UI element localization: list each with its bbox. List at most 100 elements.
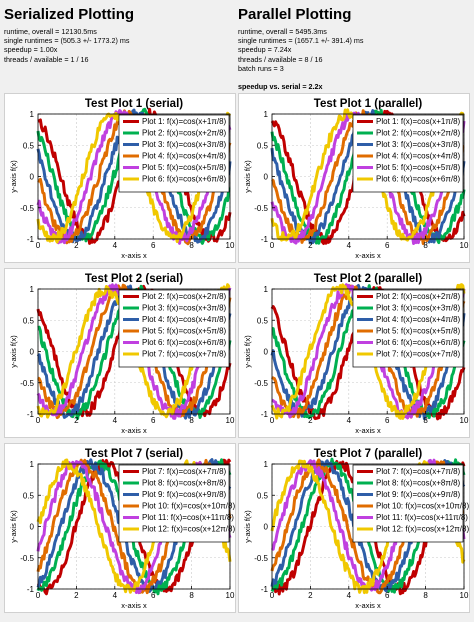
y-tick-label: -0.5 [20, 379, 34, 388]
legend-label: Plot 12: f(x)=cos(x+12π/8) [142, 525, 235, 534]
chart-test-plot-1-parallel: Test Plot 1 (parallel) 0 2 4 6 8 10 -1 -0.5 0 0.5 1… [243, 98, 469, 260]
x-tick-label: 8 [189, 241, 194, 250]
chart-title: Test Plot 7 (parallel) [314, 448, 423, 460]
y-tick-label: 0.5 [23, 316, 35, 325]
x-tick-label: 2 [74, 591, 79, 600]
legend-label: Plot 9: f(x)=cos(x+9π/8) [142, 490, 227, 499]
x-tick-label: 0 [36, 591, 41, 600]
x-tick-label: 6 [151, 241, 156, 250]
x-tick-label: 2 [74, 241, 79, 250]
legend-label: Plot 4: f(x)=cos(x+4π/8) [376, 152, 461, 161]
parallel-panel: Parallel Plotting runtime, overall = 549… [238, 0, 468, 73]
x-tick-label: 8 [423, 591, 428, 600]
y-tick-label: 0 [264, 523, 269, 532]
x-tick-label: 6 [151, 591, 156, 600]
x-axis-label: x-axis x [121, 426, 147, 435]
plot-frame: Test Plot 1 (parallel) 0 2 4 6 8 10 -1 -0.5 0 0.5 1… [238, 93, 470, 263]
y-tick-label: -1 [261, 410, 269, 419]
y-tick-label: -1 [261, 585, 269, 594]
x-tick-label: 4 [347, 241, 352, 250]
parallel-stat-single: single runtimes = (1657.1 +/- 391.4) ms [238, 36, 364, 46]
serial-panel: Serialized Plotting runtime, overall = 1… [4, 0, 234, 64]
parallel-title: Parallel Plotting [238, 6, 352, 23]
legend-label: Plot 1: f(x)=cos(x+1π/8) [142, 117, 227, 126]
serial-title: Serialized Plotting [4, 6, 135, 23]
chart-test-plot-7-serial: Test Plot 7 (serial) 0 2 4 6 8 10 -1 -0.5 0 0.5 1 x-… [9, 448, 235, 610]
y-axis-label: y-axis f(x) [9, 160, 18, 193]
chart-test-plot-1-serial: Test Plot 1 (serial) 0 2 4 6 8 10 -1 -0.5 0 0.5 1 x-… [9, 98, 235, 260]
y-tick-label: 0 [264, 348, 269, 357]
x-tick-label: 8 [423, 416, 428, 425]
y-axis-label: y-axis f(x) [243, 335, 252, 368]
legend-label: Plot 3: f(x)=cos(x+3π/8) [142, 304, 227, 313]
legend-label: Plot 5: f(x)=cos(x+5π/8) [376, 327, 461, 336]
y-tick-label: 0.5 [257, 316, 269, 325]
serial-stat-speedup: speedup = 1.00x [4, 45, 58, 55]
x-tick-label: 0 [270, 416, 275, 425]
legend-label: Plot 7: f(x)=cos(x+7π/8) [142, 467, 227, 476]
chart-title: Test Plot 7 (serial) [85, 448, 183, 460]
plot-frame: Test Plot 7 (parallel) 0 2 4 6 8 10 -1 -0.5 0 0.5 1… [238, 443, 470, 613]
y-tick-label: -1 [27, 235, 35, 244]
chart-title: Test Plot 1 (serial) [85, 98, 183, 110]
serial-stat-threads: threads / available = 1 / 16 [4, 54, 89, 64]
y-axis-label: y-axis f(x) [243, 160, 252, 193]
plot-frame: Test Plot 2 (serial) 0 2 4 6 8 10 -1 -0.5 0 0.5 1 x-… [4, 268, 236, 438]
plot-frame: Test Plot 7 (serial) 0 2 4 6 8 10 -1 -0.5 0 0.5 1 x-… [4, 443, 236, 613]
chart-title: Test Plot 2 (serial) [85, 273, 183, 285]
x-axis-label: x-axis x [121, 601, 147, 610]
x-tick-label: 0 [36, 241, 41, 250]
y-tick-label: 0 [264, 173, 269, 182]
chart-test-plot-2-serial: Test Plot 2 (serial) 0 2 4 6 8 10 -1 -0.5 0 0.5 1 x-… [9, 273, 235, 435]
chart-test-plot-2-parallel: Test Plot 2 (parallel) 0 2 4 6 8 10 -1 -0.5 0 0.5 1… [243, 273, 469, 435]
legend-label: Plot 1: f(x)=cos(x+1π/8) [376, 117, 461, 126]
legend-label: Plot 7: f(x)=cos(x+7π/8) [376, 467, 461, 476]
parallel-stat-threads: threads / available = 8 / 16 [238, 54, 323, 64]
x-tick-label: 0 [270, 241, 275, 250]
y-tick-label: 1 [264, 285, 269, 294]
x-tick-label: 4 [113, 241, 118, 250]
legend-label: Plot 6: f(x)=cos(x+6π/8) [376, 338, 461, 347]
y-tick-label: 1 [30, 460, 35, 469]
x-tick-label: 4 [113, 591, 118, 600]
serial-stat-single: single runtimes = (505.3 +/- 1773.2) ms [4, 36, 130, 46]
x-tick-label: 10 [460, 416, 469, 425]
legend-label: Plot 3: f(x)=cos(x+3π/8) [376, 304, 461, 313]
parallel-stat-batch: batch runs = 3 [238, 63, 284, 73]
x-axis-label: x-axis x [355, 601, 381, 610]
legend-label: Plot 10: f(x)=cos(x+10π/8) [376, 502, 469, 511]
y-axis-label: y-axis f(x) [9, 335, 18, 368]
y-axis-label: y-axis f(x) [9, 510, 18, 543]
x-tick-label: 0 [36, 416, 41, 425]
legend-label: Plot 9: f(x)=cos(x+9π/8) [376, 490, 461, 499]
x-tick-label: 8 [423, 241, 428, 250]
y-tick-label: -0.5 [254, 554, 268, 563]
legend-label: Plot 2: f(x)=cos(x+2π/8) [142, 129, 227, 138]
legend-label: Plot 8: f(x)=cos(x+8π/8) [376, 479, 461, 488]
x-tick-label: 8 [189, 416, 194, 425]
x-tick-label: 10 [226, 591, 235, 600]
x-tick-label: 6 [151, 416, 156, 425]
y-tick-label: 0 [30, 523, 35, 532]
y-tick-label: 0.5 [23, 491, 35, 500]
y-tick-label: -0.5 [254, 379, 268, 388]
plot-frame: Test Plot 1 (serial) 0 2 4 6 8 10 -1 -0.5 0 0.5 1 x-… [4, 93, 236, 263]
x-tick-label: 6 [385, 591, 390, 600]
x-axis-label: x-axis x [355, 426, 381, 435]
legend-label: Plot 11: f(x)=cos(x+11π/8) [376, 513, 468, 522]
y-tick-label: -0.5 [20, 554, 34, 563]
x-tick-label: 6 [385, 241, 390, 250]
y-tick-label: 1 [30, 285, 35, 294]
legend-label: Plot 2: f(x)=cos(x+2π/8) [376, 292, 461, 301]
legend-label: Plot 4: f(x)=cos(x+4π/8) [142, 152, 227, 161]
x-tick-label: 10 [460, 591, 469, 600]
legend-label: Plot 4: f(x)=cos(x+4π/8) [142, 315, 227, 324]
legend-label: Plot 5: f(x)=cos(x+5π/8) [142, 327, 227, 336]
y-tick-label: 0.5 [23, 141, 35, 150]
chart-test-plot-7-parallel: Test Plot 7 (parallel) 0 2 4 6 8 10 -1 -0.5 0 0.5 1… [243, 448, 469, 610]
y-tick-label: 0 [30, 173, 35, 182]
x-tick-label: 10 [226, 416, 235, 425]
legend-label: Plot 8: f(x)=cos(x+8π/8) [142, 479, 227, 488]
legend-label: Plot 12: f(x)=cos(x+12π/8) [376, 525, 469, 534]
y-tick-label: 1 [30, 110, 35, 119]
